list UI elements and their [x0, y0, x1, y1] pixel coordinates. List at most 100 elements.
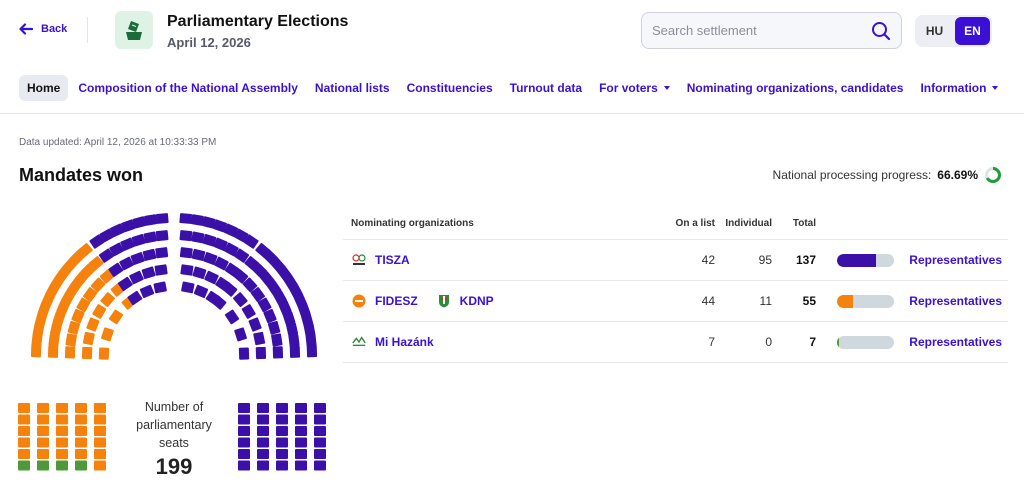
seat [297, 302, 311, 318]
seat [88, 256, 104, 271]
seat [257, 460, 269, 471]
seat [314, 403, 326, 413]
seat [65, 333, 77, 347]
org-name-mi-hazank[interactable]: Mi Hazánk [375, 335, 434, 349]
seat [37, 426, 49, 436]
seat [276, 460, 288, 471]
seat [94, 460, 106, 471]
share-bar-fill [837, 253, 877, 267]
nav-home[interactable]: Home [19, 74, 69, 101]
seat [241, 304, 256, 319]
seat [76, 297, 91, 313]
section-title: Mandates won [19, 165, 144, 185]
table-row: FIDESZ KDNP 44 11 55 Representatives [343, 281, 1008, 322]
seat [34, 313, 47, 327]
mi-hazank-logo-icon [351, 336, 367, 348]
seat [94, 414, 106, 425]
org-name-kdnp[interactable]: KDNP [459, 294, 494, 308]
seat [154, 264, 168, 276]
share-bar [837, 253, 894, 267]
seat [56, 300, 70, 316]
tisza-logo-icon [351, 254, 367, 266]
seat [233, 269, 249, 284]
seat [213, 237, 228, 251]
seat [18, 437, 30, 448]
nav-for-voters-label: For voters [599, 80, 658, 95]
seat [238, 347, 250, 360]
nav-nominating[interactable]: Nominating organizations, candidates [686, 80, 904, 95]
seat [153, 281, 167, 294]
nav-national-lists[interactable]: National lists [314, 80, 390, 95]
search-icon[interactable] [871, 21, 891, 41]
seat [193, 284, 209, 299]
seat [257, 449, 269, 459]
seat [30, 345, 42, 358]
nav-composition[interactable]: Composition of the National Assembly [78, 80, 298, 95]
seat [130, 252, 145, 265]
seat [303, 323, 316, 337]
seat [295, 403, 307, 413]
seat [143, 231, 157, 244]
seat [108, 262, 124, 277]
seat [257, 414, 269, 425]
seat [267, 280, 282, 296]
seat [139, 284, 155, 299]
seat [100, 292, 115, 308]
seat [131, 234, 146, 247]
search-input[interactable] [652, 23, 871, 38]
fidesz-logo-icon [351, 294, 367, 308]
seat [77, 243, 93, 258]
election-logo [115, 11, 153, 49]
seat [305, 334, 317, 348]
ballot-box-icon [126, 21, 142, 40]
seat [257, 297, 272, 313]
lang-en-button[interactable]: EN [955, 17, 990, 45]
seat [314, 437, 326, 448]
seat [18, 403, 30, 413]
progress-value: 66.69% [937, 168, 978, 182]
seat [56, 426, 68, 436]
search-box [641, 12, 902, 49]
lang-hu-button[interactable]: HU [925, 24, 944, 38]
seat [75, 426, 87, 436]
seat [252, 263, 268, 279]
parliament-hemicycle [18, 213, 326, 471]
seat [83, 287, 98, 302]
back-button[interactable]: Back [19, 22, 67, 36]
seat [94, 449, 106, 459]
nav-for-voters[interactable]: For voters [599, 81, 670, 95]
seat [253, 331, 266, 346]
seat [238, 437, 250, 448]
seat [250, 287, 265, 302]
representatives-link[interactable]: Representatives [909, 335, 1002, 349]
org-name-tisza[interactable]: TISZA [375, 253, 410, 267]
seat [99, 228, 115, 243]
header-total: Total [792, 218, 816, 229]
seat [37, 460, 49, 471]
representatives-link[interactable]: Representatives [909, 294, 1002, 308]
seat [144, 214, 158, 226]
kdnp-logo-icon [436, 295, 452, 308]
nav-turnout[interactable]: Turnout data [509, 80, 583, 95]
seat [47, 345, 59, 358]
representatives-link[interactable]: Representatives [909, 253, 1002, 267]
seat [37, 437, 49, 448]
on-list-value: 42 [701, 253, 715, 267]
seat [243, 234, 259, 249]
seat [272, 346, 284, 359]
org-name-fidesz[interactable]: FIDESZ [375, 294, 418, 308]
seat [37, 414, 49, 425]
seat [179, 247, 193, 259]
seat [18, 460, 30, 471]
org-cell: Mi Hazánk [343, 335, 673, 349]
nav-information[interactable]: Information [920, 81, 999, 95]
seat [257, 437, 269, 448]
nav-constituencies[interactable]: Constituencies [406, 80, 493, 95]
share-bar-cell [816, 294, 904, 308]
seat [276, 449, 288, 459]
seat [204, 270, 219, 285]
share-bar-cell [816, 253, 904, 267]
seat [18, 449, 30, 459]
seat [301, 313, 314, 327]
election-date: April 12, 2026 [167, 35, 251, 50]
